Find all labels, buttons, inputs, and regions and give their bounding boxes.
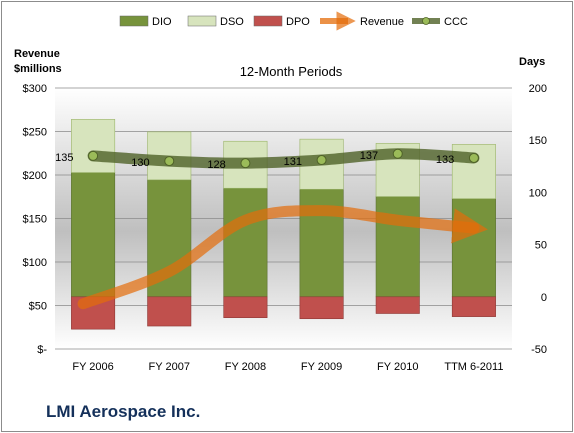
ccc-marker xyxy=(164,156,175,167)
right-tick-label: 200 xyxy=(529,83,547,95)
right-tick-label: 100 xyxy=(529,187,547,199)
left-axis-label: Revenue $millions xyxy=(14,48,62,75)
bar-dio xyxy=(375,196,420,298)
bar-dpo xyxy=(375,296,420,314)
revenue-line xyxy=(77,205,488,310)
left-tick-label: $- xyxy=(37,344,47,356)
left-tick-label: $250 xyxy=(23,127,47,139)
ccc-data-label: 128 xyxy=(207,159,225,171)
right-tick-label: 50 xyxy=(535,240,547,252)
bar-dpo xyxy=(299,296,344,320)
left-tick-label: $300 xyxy=(23,83,47,95)
category-label: FY 2008 xyxy=(225,361,266,373)
legend-label: Revenue xyxy=(360,16,404,28)
legend-swatch-dpo xyxy=(253,15,283,27)
ccc-data-label: 131 xyxy=(284,156,302,168)
legend-label: CCC xyxy=(444,16,468,28)
category-label: TTM 6-2011 xyxy=(444,361,503,373)
right-tick-label: 0 xyxy=(541,292,547,304)
ccc-marker xyxy=(316,155,327,166)
ccc-marker xyxy=(240,158,251,169)
right-tick-label: 150 xyxy=(529,135,547,147)
ccc-line xyxy=(87,148,480,169)
bar-dso xyxy=(71,119,116,173)
bar-dpo xyxy=(147,296,192,327)
ccc-data-label: 130 xyxy=(131,157,149,169)
right-tick-label: -50 xyxy=(531,344,547,356)
ccc-marker xyxy=(468,152,479,163)
legend-swatch-dso xyxy=(187,15,217,27)
bar-dio xyxy=(71,172,116,298)
left-tick-label: $100 xyxy=(23,257,47,269)
company-name: LMI Aerospace Inc. xyxy=(46,402,201,421)
legend-label: DPO xyxy=(286,16,310,28)
legend-label: DSO xyxy=(220,16,244,28)
right-axis-label: Days xyxy=(519,56,545,68)
bar-dpo xyxy=(223,296,268,318)
category-label: FY 2009 xyxy=(301,361,342,373)
category-label: FY 2007 xyxy=(149,361,190,373)
ccc-marker xyxy=(392,148,403,159)
ccc-data-label: 133 xyxy=(436,154,454,166)
category-label: FY 2006 xyxy=(72,361,113,373)
left-tick-label: $200 xyxy=(23,170,47,182)
ccc-data-label: 137 xyxy=(360,150,378,162)
legend-label: DIO xyxy=(152,16,172,28)
ccc-marker xyxy=(88,150,99,161)
ccc-data-label: 135 xyxy=(55,152,73,164)
bar-dio xyxy=(223,187,268,298)
bar-dpo xyxy=(451,296,496,317)
bar-dio xyxy=(451,198,496,298)
legend-marker xyxy=(422,17,430,25)
left-tick-label: $50 xyxy=(29,301,47,313)
category-label: FY 2010 xyxy=(377,361,418,373)
legend-swatch-dio xyxy=(119,15,149,27)
chart-title: 12-Month Periods xyxy=(240,64,343,79)
left-tick-label: $150 xyxy=(23,214,47,226)
